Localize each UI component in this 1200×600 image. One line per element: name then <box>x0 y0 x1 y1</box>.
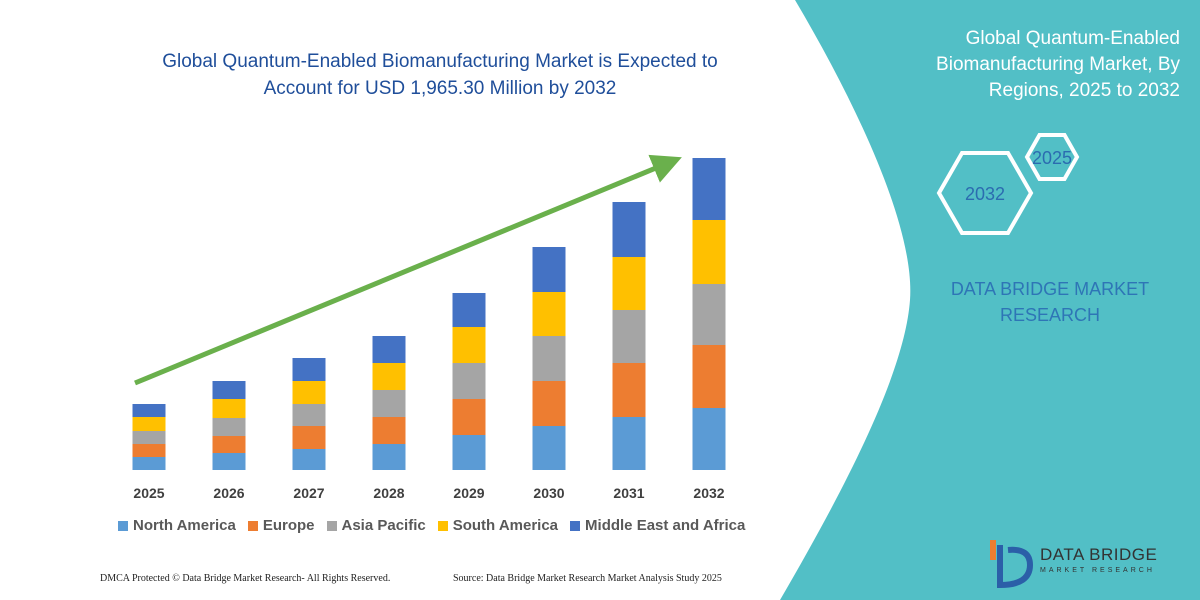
bar-segment <box>372 390 406 417</box>
footer-note: DMCA Protected © Data Bridge Market Rese… <box>100 573 391 584</box>
bar-segment <box>292 381 326 404</box>
bar-segment <box>132 457 166 470</box>
bar-segment <box>532 426 566 470</box>
bar-segment <box>132 404 166 417</box>
bar-segment <box>532 336 566 381</box>
bar-segment <box>452 399 486 435</box>
bar-segment <box>452 327 486 363</box>
legend-item: Asia Pacific <box>326 517 426 534</box>
bar-segment <box>292 426 326 449</box>
bar-segment <box>212 418 246 436</box>
bar-segment <box>452 435 486 470</box>
bar-segment <box>612 202 646 257</box>
badge-label: 2025 <box>1032 148 1072 168</box>
x-tick-label: 2025 <box>133 485 164 501</box>
bar-segment <box>532 381 566 426</box>
bar-segment <box>692 284 726 345</box>
bar-segment <box>372 444 406 470</box>
bar-segment <box>212 436 246 453</box>
bar-segment <box>132 431 166 444</box>
panel-title: Global Quantum-Enabled Biomanufacturing … <box>936 28 1180 101</box>
trend-arrow <box>134 154 682 386</box>
legend: North America Europe Asia Pacific South Ame… <box>118 517 745 534</box>
badge-hexagon <box>1024 133 1080 181</box>
legend-label: Europe <box>262 517 315 534</box>
x-tick-label: 2027 <box>293 485 324 501</box>
bar-segment <box>612 257 646 310</box>
logo-icon <box>997 545 1034 589</box>
bar-segment <box>532 247 566 292</box>
bar-segment <box>292 358 326 381</box>
legend-item: Europe <box>247 517 315 534</box>
chart-title: Global Quantum-Enabled Biomanufacturing … <box>162 51 718 99</box>
legend-label: Asia Pacific <box>341 517 426 534</box>
logo-tagline: MARKET RESEARCH <box>1040 567 1155 574</box>
legend-item: Middle East and Africa <box>570 517 745 534</box>
bar-segment <box>612 363 646 417</box>
bar-segment <box>292 449 326 470</box>
bar-segment <box>132 444 166 457</box>
logo-name: DATA BRIDGE <box>1040 545 1158 564</box>
bar-segment <box>452 293 486 327</box>
bar-segment <box>212 399 246 418</box>
x-tick-label: 2031 <box>613 485 644 501</box>
bar-segment <box>692 345 726 408</box>
bar-segment <box>612 417 646 470</box>
bar-segment <box>692 220 726 284</box>
bar-segment <box>532 292 566 336</box>
side-panel <box>780 0 1200 600</box>
legend-swatch <box>437 520 448 531</box>
legend-swatch <box>326 520 337 531</box>
bar-segment <box>132 417 166 431</box>
bar-segment <box>372 417 406 444</box>
legend-swatch <box>247 520 258 531</box>
bar-segment <box>372 363 406 390</box>
legend-item: North America <box>118 517 236 534</box>
bar-segment <box>372 336 406 363</box>
legend-swatch <box>118 520 128 531</box>
bar-segment <box>692 408 726 470</box>
bar-segment <box>212 381 246 399</box>
legend-label: South America <box>452 517 559 534</box>
bar-segment <box>212 453 246 470</box>
legend-label: North America <box>133 517 236 534</box>
bar-segment <box>452 363 486 399</box>
badge-label: 2032 <box>965 184 1005 204</box>
legend-item: South America <box>437 517 559 534</box>
x-tick-label: 2028 <box>373 485 404 501</box>
bar-segment <box>692 158 726 220</box>
bar-segment <box>292 404 326 426</box>
brand: DATA BRIDGE MARKET RESEARCH <box>950 279 1150 325</box>
x-tick-label: 2030 <box>533 485 564 501</box>
legend-swatch <box>570 520 581 531</box>
badge-hexagon <box>936 151 1034 235</box>
x-tick-label: 2029 <box>453 485 484 501</box>
x-tick-label: 2032 <box>693 485 724 501</box>
bar-segment <box>612 310 646 363</box>
footer-source: Source: Data Bridge Market Research Mark… <box>453 573 722 584</box>
x-tick-label: 2026 <box>213 485 244 501</box>
legend-label: Middle East and Africa <box>585 517 746 534</box>
